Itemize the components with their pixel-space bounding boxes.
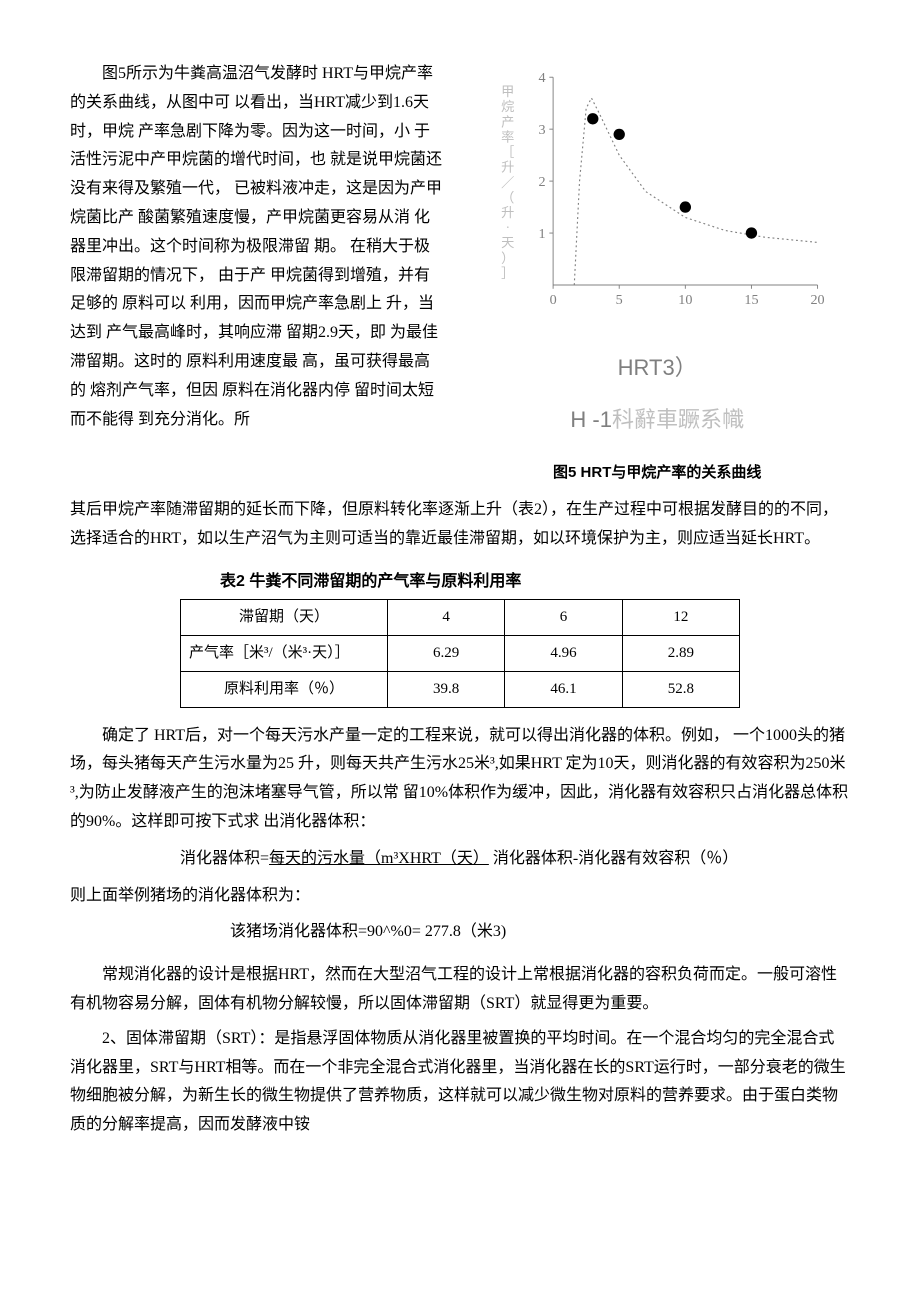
chart-sub-2a: H -1 (570, 407, 612, 432)
svg-text:升: 升 (501, 160, 514, 175)
chart-sub-caption-2: H -1科辭車蹶系幟 (570, 400, 744, 440)
hrt-methane-chart: 甲烷产率［升／（升·天）］123405101520 (487, 60, 827, 340)
cell: 52.8 (622, 671, 739, 707)
svg-text:［: ［ (501, 145, 514, 160)
svg-text:烷: 烷 (501, 99, 514, 114)
svg-text:天: 天 (501, 235, 514, 250)
formula-1b: 每天的污水量（m³XHRT（天） (269, 850, 489, 867)
cell: 12 (622, 599, 739, 635)
table-row: 产气率［米³/（米³·天）］ 6.29 4.96 2.89 (181, 635, 740, 671)
para-design: 常规消化器的设计是根据HRT，然而在大型沼气工程的设计上常根据消化器的容积负荷而… (70, 961, 850, 1019)
formula-1: 消化器体积=每天的污水量（m³XHRT（天） 消化器体积-消化器有效容积（％） (70, 845, 850, 874)
cell: 产气率［米³/（米³·天）］ (181, 635, 388, 671)
para-after-figure: 其后甲烷产率随滞留期的延长而下降，但原料转化率逐渐上升（表2），在生产过程中可根… (70, 496, 850, 554)
formula-1c: 消化器体积-消化器有效容积（％） (489, 850, 738, 867)
chart-sub-2b: 科辭車蹶系幟 (612, 407, 744, 432)
cell: 6.29 (388, 635, 505, 671)
svg-text:产: 产 (501, 114, 514, 129)
svg-text:3: 3 (539, 122, 546, 138)
svg-text:0: 0 (550, 292, 557, 308)
svg-text:／: ／ (501, 175, 514, 190)
para-srt: 2、固体滞留期（SRT）：是指悬浮固体物质从消化器里被置换的平均时间。在一个混合… (70, 1025, 850, 1140)
svg-text:4: 4 (539, 70, 546, 86)
svg-text:（: （ (501, 190, 514, 205)
table-row: 滞留期（天） 4 6 12 (181, 599, 740, 635)
svg-text:20: 20 (811, 292, 825, 308)
svg-text:）: ） (501, 250, 514, 265)
svg-text:·: · (506, 220, 510, 235)
svg-text:15: 15 (745, 292, 759, 308)
cell: 4 (388, 599, 505, 635)
formula-2: 该猪场消化器体积=90^%0= 277.8（米3) (70, 918, 850, 947)
cell: 46.1 (505, 671, 622, 707)
table-row: 原料利用率（％） 39.8 46.1 52.8 (181, 671, 740, 707)
table-2: 滞留期（天） 4 6 12 产气率［米³/（米³·天）］ 6.29 4.96 2… (180, 599, 740, 708)
svg-text:升: 升 (501, 205, 514, 220)
svg-text:甲: 甲 (501, 84, 514, 99)
table-2-title: 表2 牛粪不同滞留期的产气率与原料利用率 (70, 568, 850, 597)
svg-text:5: 5 (616, 292, 623, 308)
svg-text:率: 率 (501, 128, 514, 144)
svg-text:］: ］ (501, 265, 514, 280)
svg-text:10: 10 (678, 292, 692, 308)
svg-text:1: 1 (539, 226, 546, 242)
cell: 6 (505, 599, 622, 635)
cell: 4.96 (505, 635, 622, 671)
formula-1a: 消化器体积= (180, 850, 269, 867)
svg-text:2: 2 (539, 174, 546, 190)
chart-sub-caption-1: HRT3） (618, 348, 697, 388)
para-volume: 确定了 HRT后，对一个每天污水产量一定的工程来说，就可以得出消化器的体积。例如… (70, 722, 850, 837)
intro-paragraph: 图5所示为牛粪高温沼气发酵时 HRT与甲烷产率的关系曲线，从图中可 以看出，当H… (70, 60, 444, 486)
cell: 2.89 (622, 635, 739, 671)
formula-1-line2: 则上面举例猪场的消化器体积为： (70, 882, 850, 911)
cell: 原料利用率（％） (181, 671, 388, 707)
cell: 滞留期（天） (181, 599, 388, 635)
cell: 39.8 (388, 671, 505, 707)
figure-5-title: 图5 HRT与甲烷产率的关系曲线 (553, 459, 761, 486)
